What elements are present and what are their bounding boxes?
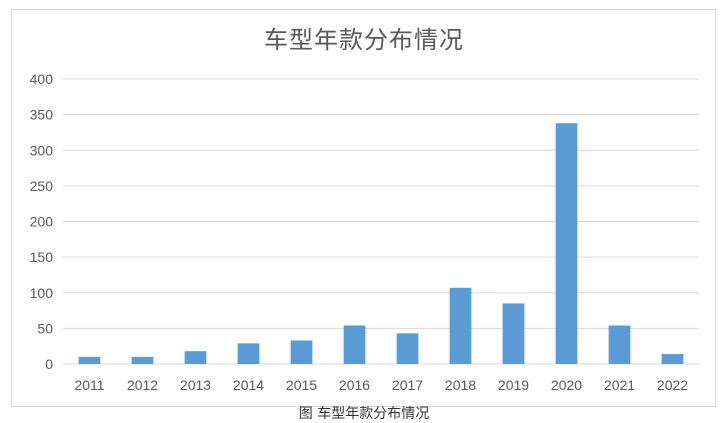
x-tick-label: 2021 (604, 377, 635, 393)
y-tick-label: 100 (30, 285, 54, 301)
bar-2011 (78, 356, 101, 364)
x-tick-label: 2013 (180, 377, 211, 393)
x-tick-label: 2018 (445, 377, 476, 393)
bar-2014 (237, 343, 260, 364)
bar-2019 (502, 303, 525, 364)
y-tick-label: 400 (30, 71, 54, 87)
bar-2016 (343, 325, 366, 364)
figure-caption: 图 车型年款分布情况 (298, 406, 430, 422)
bar-2020 (555, 123, 578, 364)
x-tick-label: 2011 (74, 377, 104, 393)
y-tick-label: 200 (30, 214, 54, 230)
x-tick-label: 2012 (127, 377, 158, 393)
y-tick-label: 300 (30, 142, 54, 158)
y-tick-label: 150 (30, 249, 54, 265)
x-tick-label: 2015 (286, 377, 317, 393)
gridlines (63, 78, 699, 365)
chart-title: 车型年款分布情况 (264, 26, 464, 54)
bar-2018 (449, 287, 472, 364)
bars (78, 123, 684, 364)
x-tick-label: 2017 (392, 377, 423, 393)
bar-2013 (184, 351, 207, 364)
y-tick-label: 0 (45, 356, 53, 372)
y-axis-ticks: 0 50 100 150 200 250 300 350 400 (30, 71, 54, 372)
x-axis-ticks: 2011 2012 2013 2014 2015 2016 2017 2018 2019 2020… (74, 377, 688, 393)
bar-2017 (396, 333, 419, 364)
y-tick-label: 250 (30, 178, 54, 194)
x-tick-label: 2020 (551, 377, 582, 393)
bar-2012 (131, 356, 154, 364)
x-tick-label: 2016 (339, 377, 370, 393)
y-tick-label: 350 (30, 107, 54, 123)
x-tick-label: 2014 (233, 377, 264, 393)
x-tick-label: 2019 (498, 377, 529, 393)
y-tick-label: 50 (37, 320, 53, 336)
bar-2015 (290, 340, 313, 364)
x-tick-label: 2022 (657, 377, 688, 393)
bar-2021 (608, 325, 631, 364)
bar-2022 (661, 354, 684, 364)
